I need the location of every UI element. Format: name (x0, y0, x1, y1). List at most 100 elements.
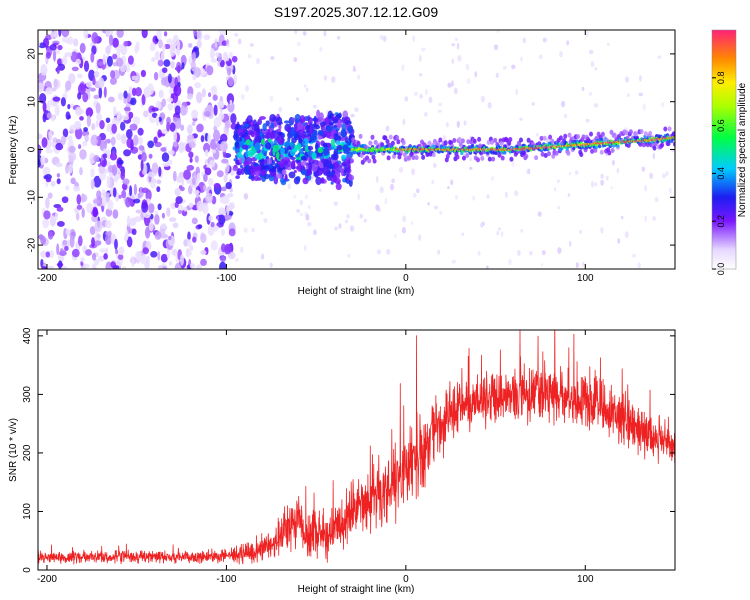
spectrogram-cell-491 (93, 71, 100, 78)
spectrogram-cell-828 (200, 258, 207, 267)
spectrogram-cell-1833 (280, 147, 285, 156)
spectrogram-cell-2072 (407, 155, 412, 161)
spectrogram-cell-2392 (493, 137, 498, 143)
spectrogram-cell-937 (578, 230, 583, 234)
spectrogram-cell-637 (77, 73, 83, 79)
spectrogram-cell-734 (193, 30, 197, 37)
spectrogram-cell-340 (160, 77, 168, 86)
spectrogram-cell-205 (93, 258, 100, 266)
spectrogram-cell-2652 (563, 133, 568, 139)
spectrogram-cell-2968 (648, 130, 653, 136)
spectrogram-cell-2168 (432, 138, 437, 144)
spectrogram-cell-561 (129, 185, 133, 197)
spectrogram-cell-2124 (421, 154, 426, 160)
spectrogram-cell-508 (172, 222, 179, 229)
spectrogram-cell-773 (157, 265, 163, 269)
spectrogram-cell-663 (153, 136, 158, 144)
spectrogram-cell-716 (177, 209, 183, 214)
spectrogram-cell-701 (109, 77, 117, 85)
snr-y-tick-label-4: 400 (22, 327, 33, 344)
spectrogram-cell-444 (196, 123, 204, 133)
spectrogram-cell-1050 (559, 50, 563, 58)
spectrogram-cell-626 (50, 31, 55, 39)
spectrogram-cell-422 (67, 163, 73, 174)
spectrogram-cell-943 (310, 174, 314, 180)
spectrogram-cell-587 (135, 40, 140, 52)
spectrogram-cell-566 (158, 39, 163, 49)
spectrogram-cell-909 (302, 31, 307, 36)
spectrogram-cell-1125 (375, 204, 380, 211)
spectrogram-cell-1502 (288, 171, 296, 179)
spectrogram-cell-189 (157, 59, 164, 67)
spectrogram-cell-190 (194, 155, 199, 163)
spectrogram-cell-1767 (294, 113, 301, 123)
spectrogram-cell-2269 (460, 151, 464, 156)
spectrogram-cell-1657 (295, 175, 301, 182)
spectrogram-cell-1778 (245, 139, 251, 145)
spectrogram-cell-655 (111, 123, 118, 134)
spectrogram-cell-779 (106, 45, 112, 50)
spectrogram-cell-782 (98, 77, 105, 89)
spectrogram-cell-320 (188, 151, 194, 159)
spectrogram-cell-1075 (331, 76, 336, 83)
spectrogram-cell-1032 (349, 225, 355, 232)
spectrogram-cell-1797 (264, 142, 272, 150)
spectrogram-cell-1656 (336, 135, 342, 142)
spectrogram-cell-251 (38, 82, 45, 93)
spectrogram-cell-360 (91, 32, 99, 44)
spectrogram-cell-762 (148, 203, 155, 214)
spectrogram-cell-1709 (294, 154, 301, 158)
spectrogram-cell-1814 (245, 149, 249, 158)
spectrogram-cell-611 (154, 231, 162, 240)
spectrogram-cell-799 (115, 57, 124, 67)
spectrogram-cell-881 (225, 181, 232, 190)
spectrogram-cell-460 (56, 243, 60, 256)
spectrogram-cell-1771 (325, 131, 331, 139)
spectrogram-cell-643 (226, 162, 230, 173)
spectrogram-cell-1620 (260, 138, 265, 145)
spectrogram-cell-1724 (242, 128, 247, 133)
spectrogram-cell-835 (111, 164, 118, 176)
spectrogram-cell-1163 (265, 120, 270, 127)
spectrogram-cell-707 (90, 134, 99, 146)
spectrogram-cell-822 (92, 199, 101, 204)
spectrogram-cell-2240 (452, 138, 457, 143)
spectrogram-cell-2028 (395, 135, 400, 141)
spectrogram-cell-540 (200, 135, 205, 143)
spectrogram-cell-869 (155, 114, 160, 127)
spectrogram-cell-598 (168, 150, 175, 155)
spectrogram-cell-842 (141, 201, 149, 213)
spectrogram-cell-984 (662, 173, 666, 179)
snr-y-tick-label-2: 200 (22, 444, 33, 461)
spectrogram-cell-458 (216, 170, 224, 178)
spectrogram-cell-510 (204, 167, 212, 176)
spectrogram-cell-1619 (320, 123, 326, 133)
spectrogram-cell-856 (183, 206, 188, 212)
spectrogram-cell-999 (438, 102, 443, 107)
spectrogram-cell-2012 (390, 140, 395, 146)
spectrogram-cell-535 (201, 88, 207, 98)
spectrogram-cell-1116 (520, 56, 523, 62)
spectrogram-cell-2384 (491, 156, 496, 162)
spectrogram-cell-965 (491, 176, 495, 181)
spectrogram-cell-1140 (308, 204, 311, 210)
spectrogram-cell-1038 (391, 178, 395, 184)
spectrogram-cell-603 (144, 226, 151, 239)
spectrogram-cell-378 (97, 255, 106, 262)
spectrogram-cell-204 (93, 175, 102, 188)
spectrogram-cell-619 (85, 249, 92, 256)
spectrogram-cell-644 (95, 120, 99, 128)
spectrogram-cell-794 (93, 154, 100, 163)
spectrogram-cell-2564 (539, 135, 544, 141)
snr-y-tick-label-1: 100 (22, 503, 33, 520)
spectrogram-cell-513 (169, 122, 176, 132)
spectrogram-cell-585 (76, 194, 82, 205)
spectrogram-cell-875 (102, 53, 107, 65)
spectrogram-cell-2984 (652, 145, 657, 151)
spectrogram-cell-608 (226, 67, 232, 76)
spectrogram-cell-387 (111, 117, 120, 126)
spectrogram-cell-172 (166, 38, 174, 45)
spectrogram-cell-921 (323, 30, 327, 37)
snr-y-tick-label-0: 0 (22, 567, 33, 573)
spectrogram-cell-1040 (299, 199, 304, 206)
